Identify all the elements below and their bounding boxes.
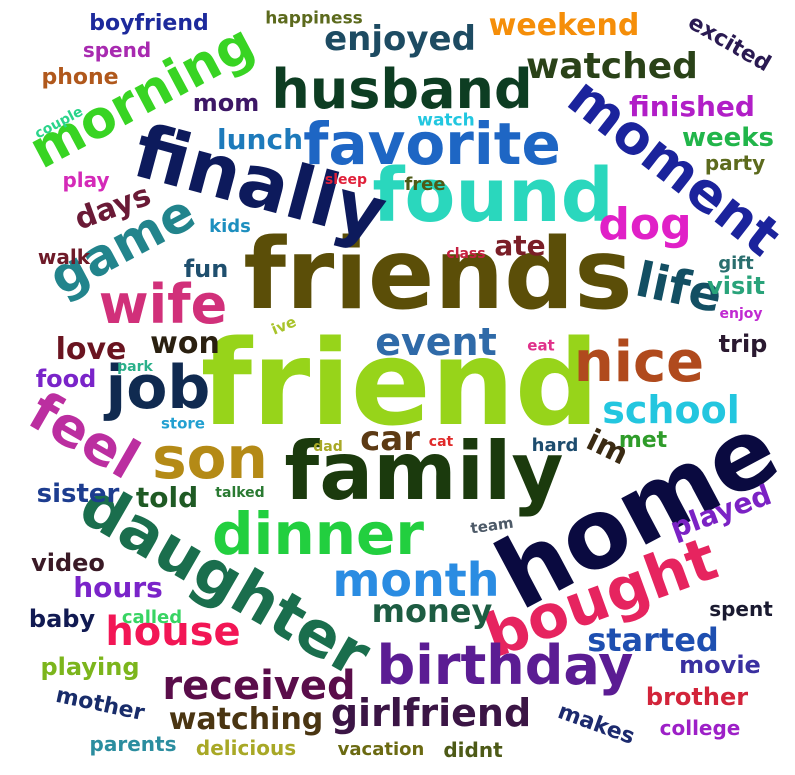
word-play: play (62, 168, 110, 192)
word-eat: eat (527, 336, 555, 355)
word-store: store (161, 414, 205, 433)
word-free: free (404, 174, 446, 195)
word-sleep: sleep (324, 172, 368, 188)
word-playing: playing (40, 653, 140, 681)
word-money: money (371, 592, 493, 630)
word-lunch: lunch (217, 123, 303, 156)
word-weekend: weekend (488, 8, 640, 43)
word-movie: movie (679, 651, 761, 679)
word-video: video (31, 549, 105, 577)
word-baby: baby (28, 605, 96, 633)
word-car: car (360, 419, 420, 459)
word-wife: wife (98, 273, 228, 336)
word-food: food (35, 365, 97, 393)
word-watch: watch (417, 110, 475, 131)
word-hard: hard (531, 435, 579, 456)
word-won: won (150, 326, 220, 361)
word-met: met (618, 428, 668, 453)
word-dinner: dinner (212, 500, 424, 568)
word-told: told (135, 481, 199, 514)
word-kids: kids (209, 216, 251, 237)
word-called: called (121, 607, 183, 628)
word-fun: fun (183, 255, 229, 283)
word-son: son (152, 424, 268, 492)
word-friend: friend (200, 314, 600, 452)
word-gift: gift (718, 253, 754, 274)
word-nice: nice (573, 330, 705, 395)
word-month: month (332, 553, 500, 607)
word-happiness: happiness (265, 8, 363, 29)
word-parents: parents (89, 732, 177, 756)
word-husband: husband (271, 58, 533, 121)
word-received: received (162, 663, 356, 709)
word-class: class (446, 246, 486, 262)
word-mother: mother (53, 682, 147, 727)
word-weeks: weeks (681, 123, 775, 153)
word-favorite: favorite (303, 110, 561, 178)
word-love: love (55, 332, 127, 367)
word-enjoy: enjoy (719, 306, 763, 322)
word-talked: talked (215, 485, 265, 501)
word-dog: dog (598, 199, 692, 250)
word-walk: walk (37, 245, 91, 269)
word-hours: hours (73, 571, 163, 604)
word-delicious: delicious (195, 736, 297, 760)
word-vacation: vacation (337, 739, 425, 760)
word-phone: phone (41, 65, 119, 90)
word-ate: ate (494, 229, 546, 262)
word-birthday: birthday (376, 634, 634, 697)
word-spend: spend (82, 38, 152, 62)
word-mom: mom (192, 89, 260, 117)
word-brother: brother (645, 683, 749, 711)
word-enjoyed: enjoyed (324, 19, 476, 59)
word-started: started (587, 621, 719, 659)
word-boyfriend: boyfriend (89, 11, 209, 36)
word-watched: watched (526, 46, 698, 87)
word-party: party (704, 151, 766, 175)
word-job: job (105, 353, 211, 423)
word-sister: sister (36, 479, 120, 509)
word-found: found (372, 153, 614, 239)
word-finished: finished (629, 90, 755, 123)
word-school: school (602, 388, 740, 432)
word-makes: makes (554, 699, 638, 750)
word-visit: visit (707, 272, 765, 300)
word-college: college (659, 716, 741, 740)
word-trip: trip (718, 330, 768, 358)
word-dad: dad (313, 439, 343, 455)
word-event: event (375, 320, 497, 364)
word-house: house (105, 609, 241, 655)
word-watching: watching (168, 702, 324, 737)
word-friends: friends (243, 218, 633, 332)
word-cat: cat (428, 434, 454, 450)
word-girlfriend: girlfriend (330, 691, 532, 735)
word-park: park (117, 359, 153, 375)
word-didnt: didnt (443, 738, 503, 762)
word-family: family (284, 425, 564, 518)
word-spent: spent (709, 597, 773, 621)
